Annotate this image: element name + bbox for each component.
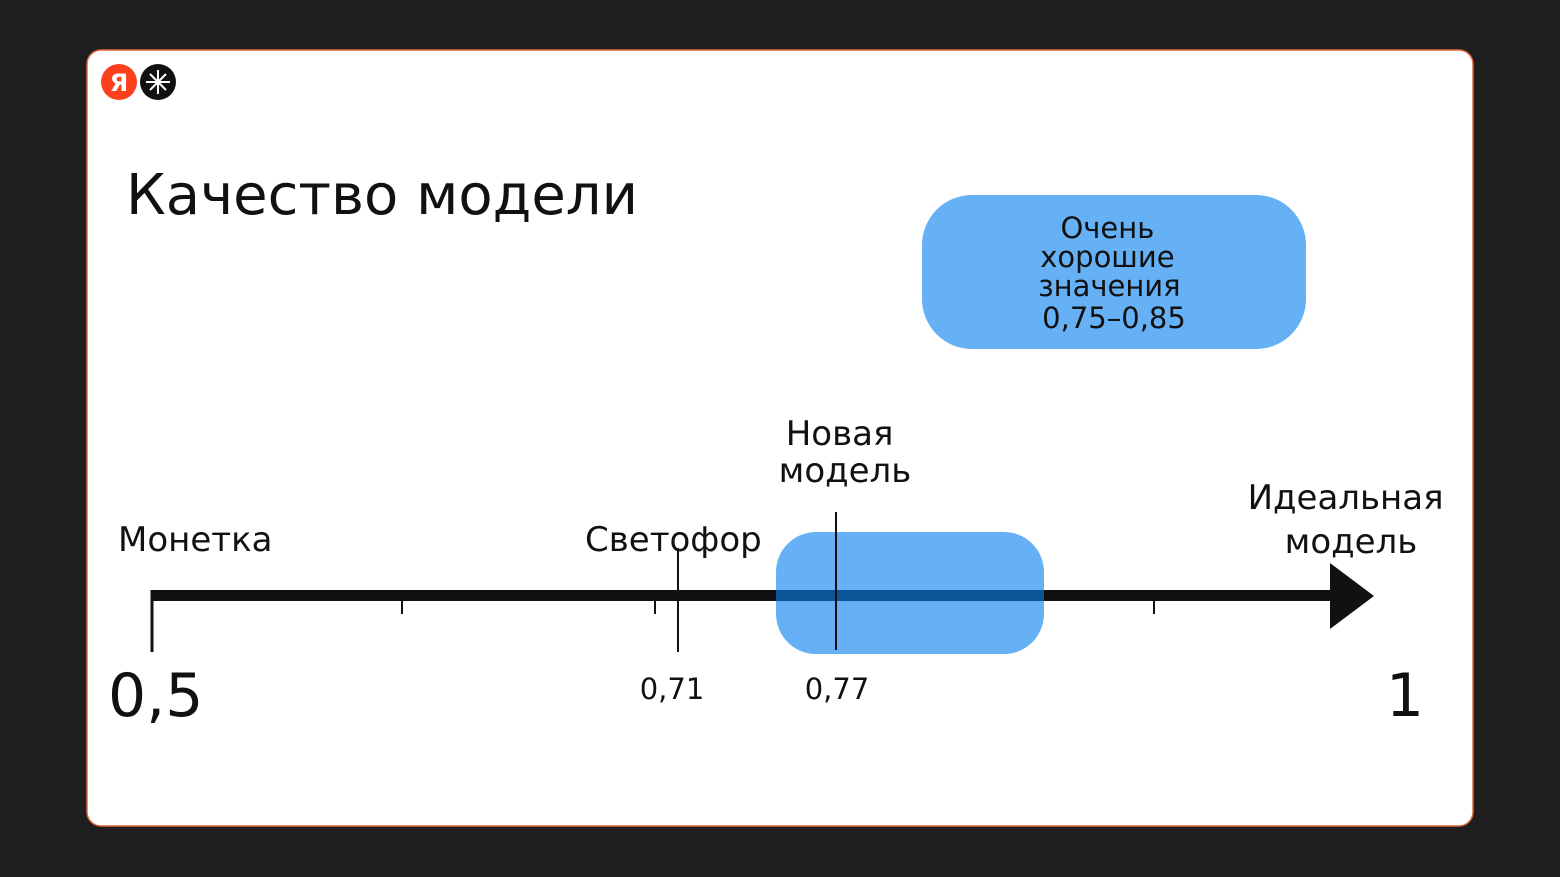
highlight-text: Очень хорошие значения 0,75–0,85 — [1038, 211, 1190, 335]
axis-arrow — [1330, 563, 1374, 629]
logo-asterisk — [146, 70, 170, 94]
baseline-label: Светофор — [585, 520, 762, 560]
baseline-value: 0,71 — [640, 672, 705, 706]
logo-letter: Я — [110, 69, 128, 97]
end-label: Идеальная модель — [1248, 478, 1455, 562]
title: Качество модели — [126, 163, 638, 228]
highlight-box — [922, 195, 1306, 349]
start-value: 0,5 — [108, 661, 203, 731]
logo-badge — [101, 64, 137, 100]
new-model-label: Новая модель — [779, 414, 912, 491]
axis-line-in-range — [776, 590, 1044, 601]
end-value: 1 — [1386, 661, 1424, 731]
start-label: Монетка — [118, 520, 272, 560]
axis-line — [152, 590, 1338, 601]
new-model-value: 0,77 — [805, 672, 870, 706]
